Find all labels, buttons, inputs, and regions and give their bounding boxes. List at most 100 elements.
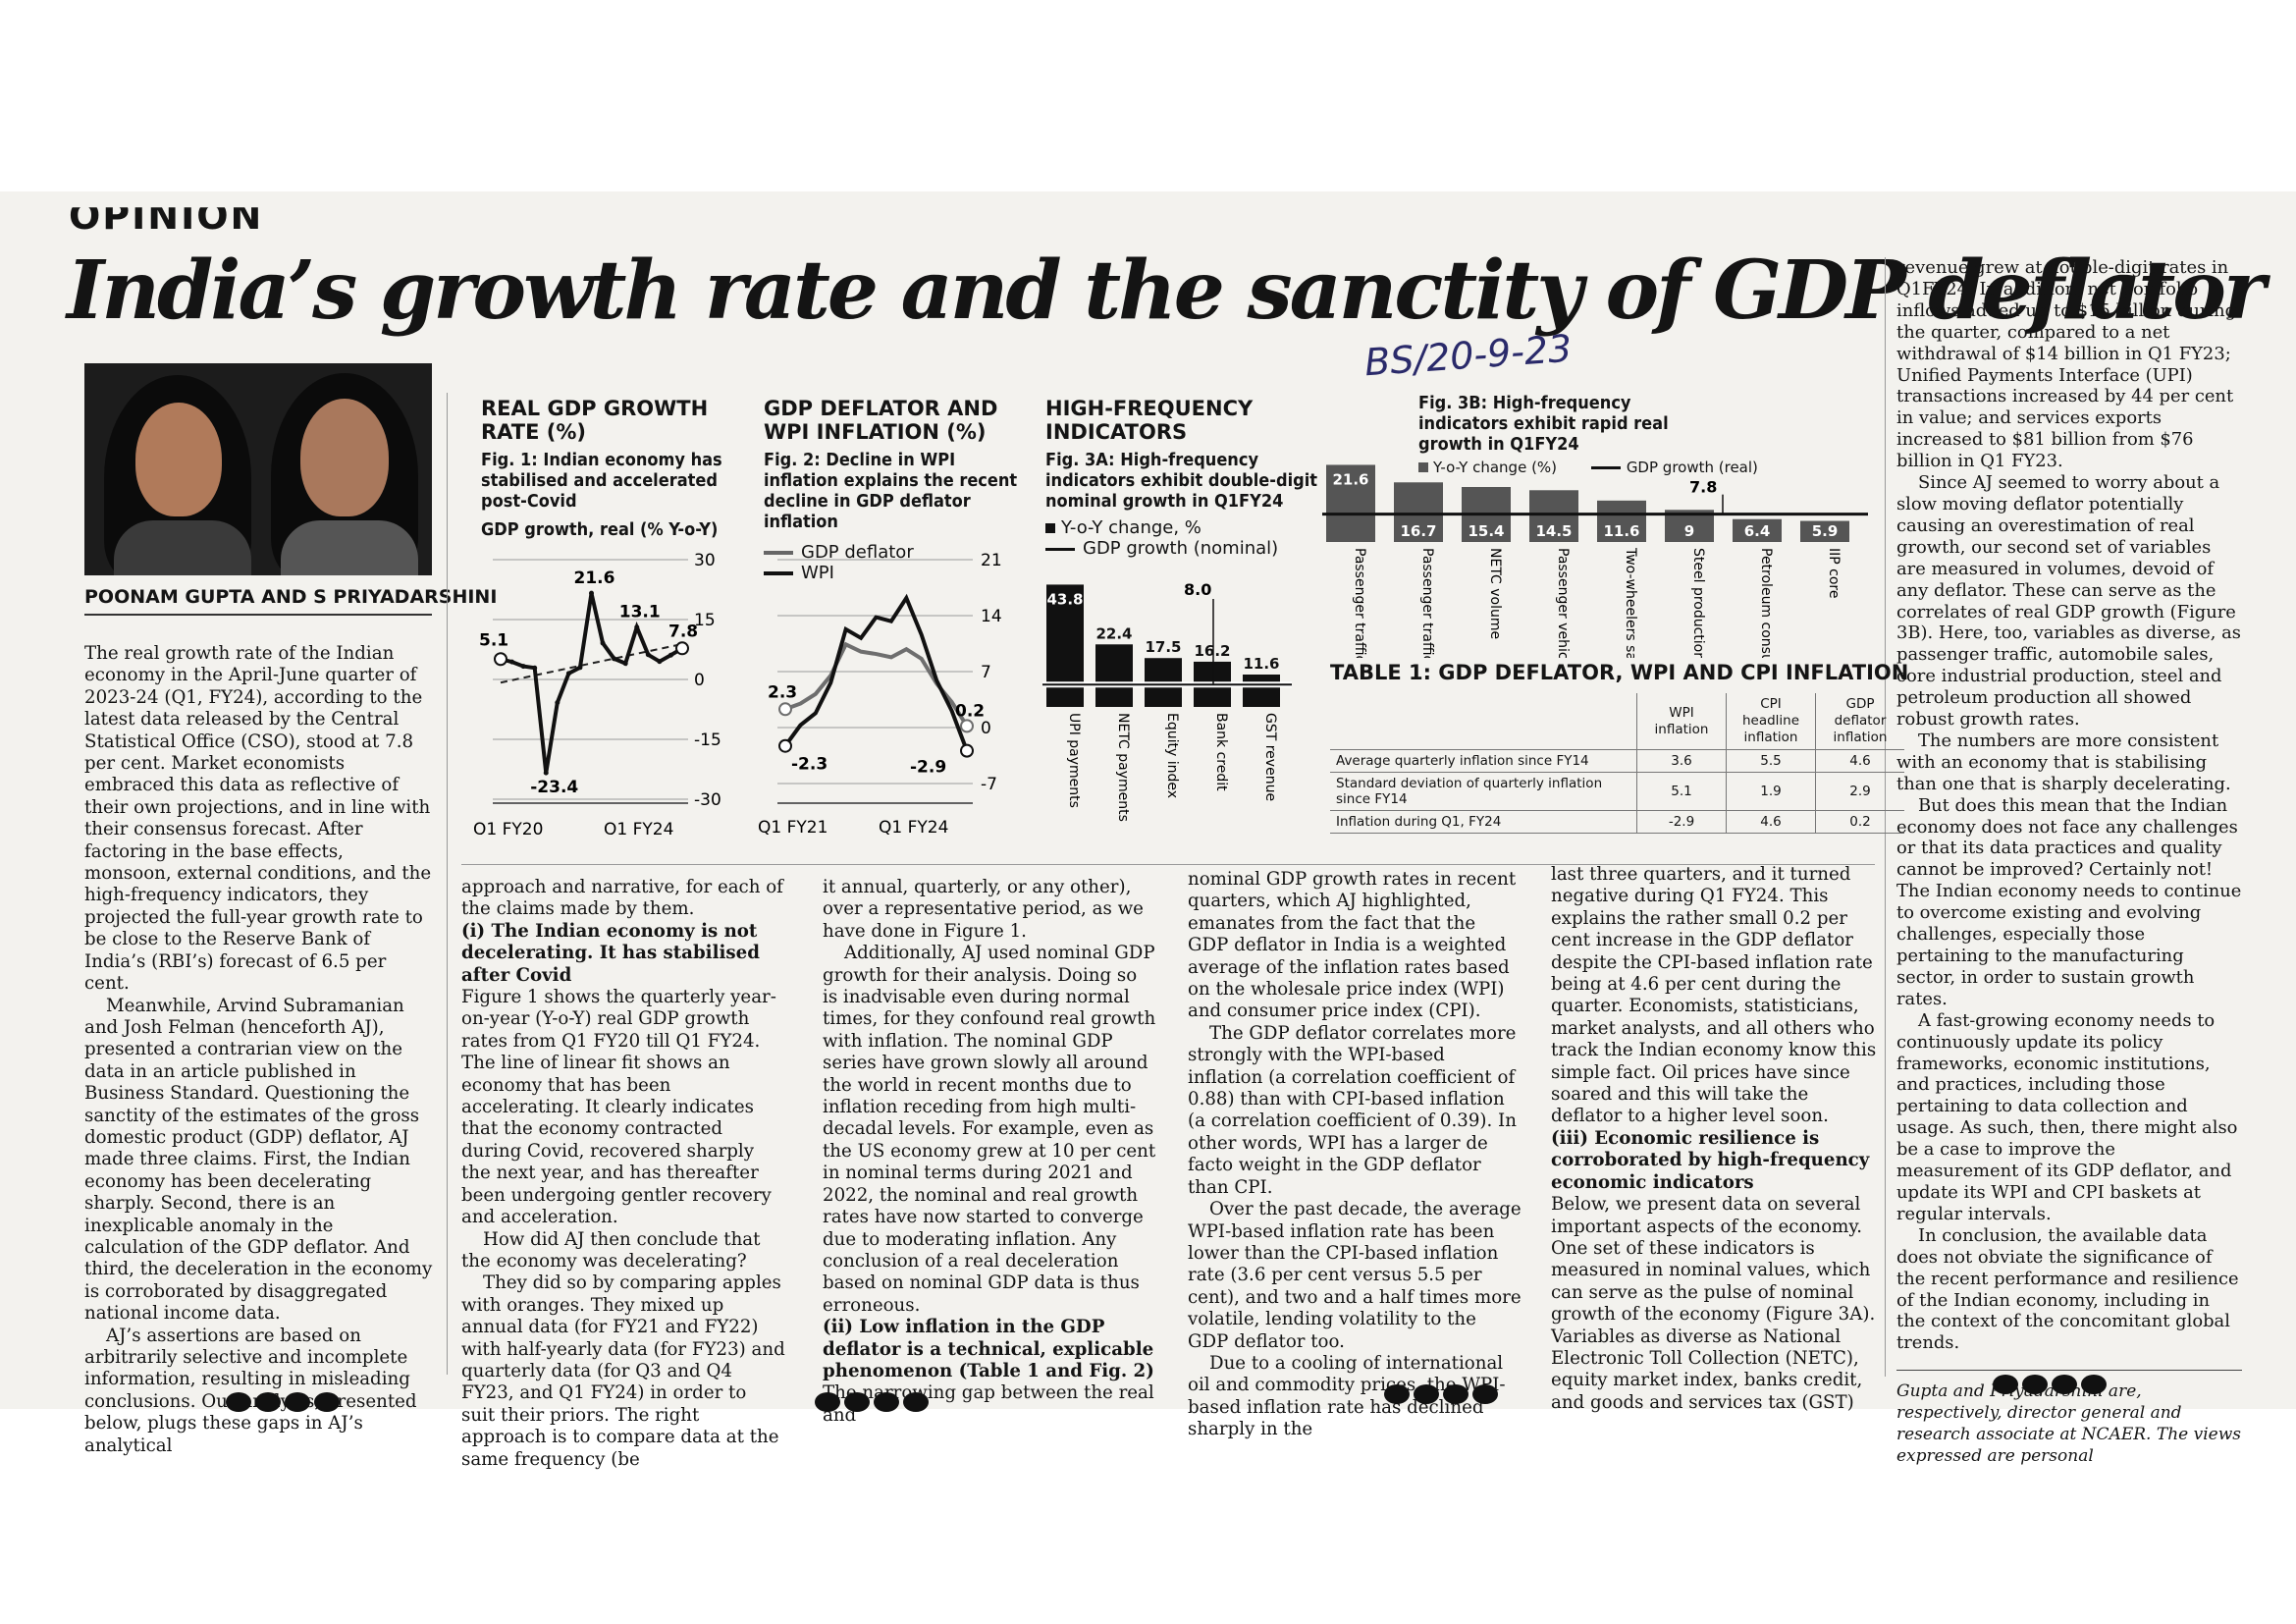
paragraph: Below, we present data on several import…: [1551, 1194, 1876, 1413]
table-header: GDP deflator inflation: [1815, 693, 1904, 750]
series-line: [783, 593, 969, 752]
fig3b-chart: 21.6 Passenger traffic (air) 16.7 Passenger…: [1322, 464, 1868, 658]
table-header: CPI headline inflation: [1726, 693, 1816, 750]
paragraph: The real growth rate of the Indian econo…: [84, 643, 432, 995]
legend-gdp-deflator: GDP deflator: [801, 542, 914, 563]
fig3b-header: Fig. 3B: High-frequency indicators exhib…: [1418, 393, 1831, 476]
table-cell: 5.1: [1636, 772, 1727, 811]
data-point: [622, 661, 628, 667]
last-point-marker: [675, 641, 689, 656]
paragraph: Since AJ seemed to worry about a slow mo…: [1896, 472, 2241, 731]
fig3a-chart: 43.8 UPI payments 22.4 NETC payments 17.5 Equ…: [1042, 580, 1292, 822]
table-row: Average quarterly inflation since FY14 3…: [1330, 749, 1904, 773]
subhead: (i) The Indian economy is not decelerati…: [461, 920, 760, 986]
paragraph: Due to a cooling of international oil an…: [1188, 1352, 1506, 1440]
data-label: 6.4: [1744, 522, 1771, 540]
data-label: 21.6: [574, 568, 615, 588]
data-point: [577, 665, 583, 671]
table-cell: Average quarterly inflation since FY14: [1330, 749, 1637, 773]
fig2-subtitle: Fig. 2: Decline in WPI inflation explain…: [764, 450, 1018, 532]
x-tick-label: UPI payments: [1066, 713, 1082, 808]
section-label: OPINION: [69, 194, 264, 238]
paragraph: Meanwhile, Arvind Subramanian and Josh F…: [84, 995, 433, 1325]
x-tick-label: Petroleum consumption: [1758, 548, 1774, 658]
first-point-marker: [778, 702, 792, 717]
headline: India’s growth rate and the sanctity of …: [67, 244, 2266, 338]
subhead: (ii) Low inflation in the GDP deflator i…: [823, 1317, 1154, 1381]
fig2-title: GDP DEFLATOR AND WPI INFLATION (%): [764, 397, 998, 444]
data-label: -2.3: [791, 755, 828, 775]
data-label: 43.8: [1046, 590, 1083, 608]
paragraph: Over the past decade, the average WPI-ba…: [1188, 1199, 1522, 1352]
bar: [1800, 520, 1849, 542]
fig2-chart: 21 14 7 0 -7 Q1 FY21 Q1 FY24 2.3 -2.3 0.2 -2.9: [758, 551, 1002, 835]
data-label: 15.4: [1468, 522, 1504, 540]
fig1-subtitle: Fig. 1: Indian economy has stabilised an…: [481, 450, 722, 512]
y-tick-label: 14: [981, 607, 1002, 626]
table-cell: Standard deviation of quarterly inflatio…: [1330, 772, 1637, 811]
y-tick-label: 21: [981, 551, 1002, 570]
fig3a-subtitle: Fig. 3A: High-frequency indicators exhib…: [1045, 450, 1318, 512]
fig3a-legend: Y-o-Y change, % GDP growth (nominal): [1045, 517, 1360, 559]
x-tick-label: Q1 FY24: [879, 818, 948, 835]
first-point-marker: [778, 738, 792, 753]
y-tick-label: 0: [694, 671, 705, 690]
fig2-header: GDP DEFLATOR AND WPI INFLATION (%) Fig. …: [764, 397, 1019, 583]
data-point: [555, 700, 561, 706]
fig3a-header: HIGH-FREQUENCY INDICATORS Fig. 3A: High-…: [1045, 397, 1360, 559]
data-label: 9: [1684, 522, 1694, 540]
paragraph: They did so by comparing apples with ora…: [461, 1272, 785, 1470]
data-point: [645, 652, 651, 658]
x-tick-label: Q1 FY20: [473, 820, 543, 835]
page-bottom-dots: [1993, 1375, 2110, 1398]
y-tick-label: -30: [694, 790, 721, 810]
bar: [1095, 644, 1133, 707]
x-tick-label: Bank credit: [1213, 713, 1229, 791]
table-cell: 3.6: [1636, 749, 1727, 773]
paragraph: Additionally, AJ used nominal GDP growth…: [823, 943, 1156, 1316]
article-column-2: approach and narrative, for each of the …: [461, 877, 785, 1471]
reference-label: 8.0: [1184, 580, 1211, 599]
y-tick-label: 30: [694, 551, 716, 570]
bar: [1597, 500, 1646, 542]
bar: [1529, 490, 1578, 542]
first-point-marker: [494, 652, 507, 667]
article-column-3: it annual, quarterly, or any other), ove…: [823, 877, 1156, 1427]
paragraph: revenue grew at double-digit rates in Q1…: [1896, 257, 2237, 472]
data-point: [520, 664, 526, 670]
y-tick-label: 0: [981, 719, 991, 738]
fig3b-subtitle: Fig. 3B: High-frequency indicators exhib…: [1418, 393, 1669, 455]
legend-gdp-real: GDP growth (real): [1626, 459, 1758, 476]
bar: [1733, 518, 1782, 542]
page-bottom-dots: [815, 1392, 933, 1416]
table-cell: 4.6: [1726, 810, 1816, 834]
table-cell: 4.6: [1815, 749, 1904, 773]
y-tick-label: 15: [694, 611, 716, 630]
legend-gdp-nominal: GDP growth (nominal): [1083, 538, 1279, 559]
x-tick-label: Passenger traffic (rail): [1419, 548, 1435, 658]
data-point: [600, 640, 606, 646]
x-tick-label: GST revenue: [1262, 713, 1278, 801]
bar: [1243, 675, 1280, 707]
table1-title: TABLE 1: GDP DEFLATOR, WPI AND CPI INFLA…: [1330, 661, 1909, 684]
legend-wpi: WPI: [801, 563, 834, 583]
paragraph: it annual, quarterly, or any other), ove…: [823, 877, 1144, 942]
paragraph: Figure 1 shows the quarterly year-on-yea…: [461, 987, 776, 1228]
fig1-series-label: GDP growth, real (% Y-o-Y): [481, 519, 719, 540]
table-cell: -2.9: [1636, 810, 1727, 834]
data-label: 14.5: [1535, 522, 1572, 540]
author-photo: [84, 363, 432, 575]
article-column-1: The real growth rate of the Indian econo…: [84, 643, 436, 1457]
x-tick-label: NETC payments: [1115, 713, 1131, 822]
y-tick-label: 7: [981, 663, 991, 682]
data-label: 17.5: [1145, 638, 1181, 656]
article-column-4: nominal GDP growth rates in recent quart…: [1188, 869, 1522, 1441]
data-point: [667, 652, 673, 658]
legend-yoy-b: Y-o-Y change (%): [1433, 459, 1558, 476]
table-row: Standard deviation of quarterly inflatio…: [1330, 772, 1904, 811]
paragraph: A fast-growing economy needs to continuo…: [1896, 1009, 2238, 1224]
linear-fit-line: [500, 642, 683, 684]
article-column-5: last three quarters, and it turned negat…: [1551, 864, 1881, 1414]
data-point: [634, 624, 640, 630]
table-cell: 5.5: [1726, 749, 1816, 773]
